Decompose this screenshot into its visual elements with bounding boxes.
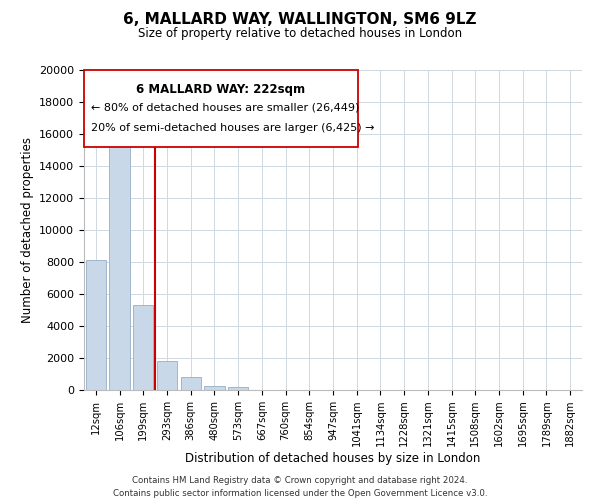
Bar [205, 386, 224, 390]
Bar [228, 387, 248, 390]
FancyBboxPatch shape [84, 70, 358, 147]
Bar [133, 305, 154, 390]
Bar [157, 361, 177, 390]
Text: ← 80% of detached houses are smaller (26,449): ← 80% of detached houses are smaller (26… [91, 102, 360, 112]
Y-axis label: Number of detached properties: Number of detached properties [20, 137, 34, 323]
Bar [181, 377, 201, 390]
Bar [109, 124, 130, 390]
Text: 20% of semi-detached houses are larger (6,425) →: 20% of semi-detached houses are larger (… [91, 123, 375, 133]
Text: 6 MALLARD WAY: 222sqm: 6 MALLARD WAY: 222sqm [136, 83, 305, 96]
Text: 6, MALLARD WAY, WALLINGTON, SM6 9LZ: 6, MALLARD WAY, WALLINGTON, SM6 9LZ [123, 12, 477, 28]
Text: Contains HM Land Registry data © Crown copyright and database right 2024.
Contai: Contains HM Land Registry data © Crown c… [113, 476, 487, 498]
Text: Size of property relative to detached houses in London: Size of property relative to detached ho… [138, 28, 462, 40]
X-axis label: Distribution of detached houses by size in London: Distribution of detached houses by size … [185, 452, 481, 465]
Bar [86, 260, 106, 390]
